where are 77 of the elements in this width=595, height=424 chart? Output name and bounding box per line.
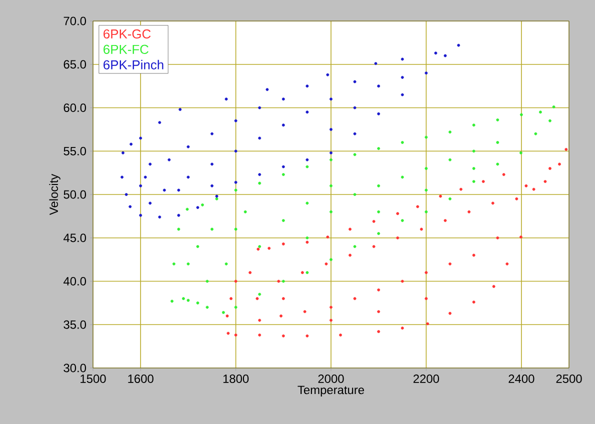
point <box>120 176 124 179</box>
point <box>330 128 332 131</box>
point <box>258 106 262 110</box>
y-tick-label: 50.0 <box>64 190 86 199</box>
point <box>139 184 142 188</box>
point <box>444 54 447 58</box>
point <box>400 76 404 79</box>
point <box>148 162 152 166</box>
text: 6PK-GC <box>104 29 151 39</box>
point <box>434 52 438 55</box>
point <box>186 176 190 179</box>
point <box>139 136 142 140</box>
x-tick-label: 1800 <box>223 374 249 383</box>
y-tick-label: 55.0 <box>64 146 86 156</box>
point <box>128 205 132 208</box>
point <box>457 44 460 47</box>
point <box>258 173 262 176</box>
point <box>144 176 147 179</box>
point <box>400 58 404 61</box>
x-tick-label: 2000 <box>318 374 344 383</box>
text: 6PK-Pinch <box>104 60 164 70</box>
point <box>215 194 218 198</box>
y-tick-label: 35.0 <box>64 320 86 329</box>
point <box>162 188 166 192</box>
point <box>130 142 133 146</box>
y-axis-title: Velocity <box>49 174 60 216</box>
point <box>210 132 214 136</box>
point <box>210 162 214 166</box>
point <box>139 214 142 217</box>
point <box>400 93 404 96</box>
point <box>178 108 182 111</box>
point <box>330 98 332 101</box>
y-tick-label: 65.0 <box>64 60 86 69</box>
point <box>326 73 330 76</box>
point <box>282 98 285 101</box>
y-tick-label: 70.0 <box>64 16 86 26</box>
point <box>306 110 309 114</box>
y-tick-label: 60.0 <box>64 104 86 112</box>
point <box>282 165 285 168</box>
x-tick-label: 2400 <box>508 374 534 383</box>
point <box>210 184 214 188</box>
point <box>234 150 238 153</box>
point <box>234 119 238 122</box>
point <box>258 136 262 140</box>
x-tick-label: 1500 <box>80 374 106 383</box>
point <box>177 188 180 192</box>
point <box>353 106 356 110</box>
point <box>266 88 269 91</box>
point <box>158 121 162 124</box>
x-tick-label: 2200 <box>414 374 440 383</box>
y-tick-label: 30.0 <box>64 364 86 372</box>
x-tick-label: 2500 <box>556 374 582 383</box>
point <box>424 72 428 74</box>
point <box>158 216 162 219</box>
point <box>374 62 378 65</box>
point <box>168 158 171 162</box>
point <box>224 98 228 101</box>
point <box>282 124 285 127</box>
point <box>186 145 190 148</box>
point <box>330 151 332 154</box>
point <box>306 84 309 88</box>
point <box>196 206 200 209</box>
point <box>377 84 380 88</box>
y-tick-label: 45.0 <box>63 234 86 242</box>
point <box>122 151 124 154</box>
point <box>306 158 309 162</box>
point <box>353 80 356 84</box>
point <box>377 112 380 116</box>
point <box>148 202 152 205</box>
point <box>177 214 180 217</box>
point <box>353 132 356 136</box>
point <box>124 193 128 196</box>
x-axis-title: Temperature <box>298 386 364 397</box>
y-tick-label: 40.0 <box>63 277 86 286</box>
text: 6PK-FC <box>104 44 148 54</box>
point <box>234 180 238 184</box>
x-tick-label: 1600 <box>128 374 154 383</box>
